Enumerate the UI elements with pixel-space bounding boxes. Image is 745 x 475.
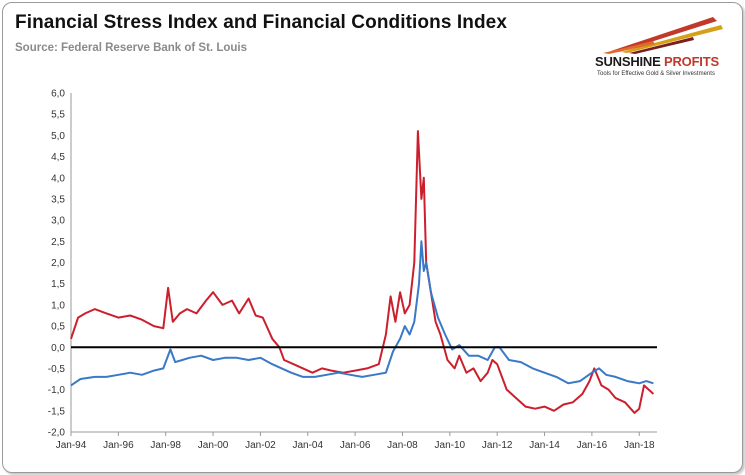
series-layer: [70, 130, 657, 414]
chart-title: Financial Stress Index and Financial Con…: [15, 12, 508, 33]
x-tick-label: Jan-14: [529, 440, 560, 451]
x-tick-label: Jan-12: [482, 440, 513, 451]
y-tick-label: 1,5: [51, 279, 65, 290]
x-tick-label: Jan-00: [198, 440, 229, 451]
x-tick-label: Jan-06: [340, 440, 371, 451]
x-tick-label: Jan-10: [435, 440, 466, 451]
x-tick-label: Jan-94: [56, 440, 87, 451]
y-tick-label: 1,0: [51, 300, 65, 311]
x-tick-label: Jan-16: [577, 440, 608, 451]
x-tick-label: Jan-08: [387, 440, 418, 451]
y-tick-label: 2,0: [51, 258, 65, 269]
x-tick-label: Jan-18: [624, 440, 655, 451]
y-tick-label: 5,5: [51, 110, 65, 121]
series-line-financial-stress-index: [70, 130, 655, 414]
y-tick-label: -1,5: [48, 406, 66, 417]
y-tick-label: 2,5: [51, 237, 65, 248]
y-tick-label: 3,0: [51, 216, 65, 227]
y-tick-label: 6,0: [51, 89, 65, 100]
logo-rays-icon: [603, 17, 723, 54]
logo-name-main: SUNSHINE: [595, 54, 661, 69]
x-tick-label: Jan-04: [292, 440, 323, 451]
logo-name-accent: PROFITS: [664, 54, 719, 69]
y-tick-label: 3,5: [51, 194, 65, 205]
logo-tagline: Tools for Effective Gold & Silver Invest…: [597, 71, 715, 77]
y-tick-label: 4,5: [51, 152, 65, 163]
y-tick-label: 0,0: [51, 343, 65, 354]
x-tick-label: Jan-02: [245, 440, 276, 451]
y-tick-label: -1,0: [48, 385, 66, 396]
chart-source: Source: Federal Reserve Bank of St. Loui…: [15, 42, 247, 54]
line-chart: 6,0 5,5 5,0 4,5 4,0 3,5 3,0 2,5 2,0 1,5 1,0 0,5 0,0 -…: [48, 89, 657, 451]
y-tick-label: 5,0: [51, 131, 65, 142]
logo-name: SUNSHINE PROFITS: [595, 54, 719, 69]
y-tick-label: -0,5: [48, 364, 66, 375]
y-tick-label: 4,0: [51, 173, 65, 184]
series-line-financial-conditions-index: [70, 240, 654, 387]
sunshine-profits-logo: SUNSHINE PROFITS Tools for Effective Gol…: [593, 11, 741, 85]
x-axis: Jan-94 Jan-96 Jan-98 Jan-00 Jan-02 Jan-04 Jan-…: [56, 431, 657, 451]
y-axis: 6,0 5,5 5,0 4,5 4,0 3,5 3,0 2,5 2,0 1,5 1,0 0,5 0,0 -…: [48, 89, 72, 439]
y-tick-label: 0,5: [51, 322, 65, 333]
x-tick-label: Jan-98: [150, 440, 181, 451]
x-tick-label: Jan-96: [103, 440, 134, 451]
y-tick-label: -2,0: [48, 428, 66, 439]
